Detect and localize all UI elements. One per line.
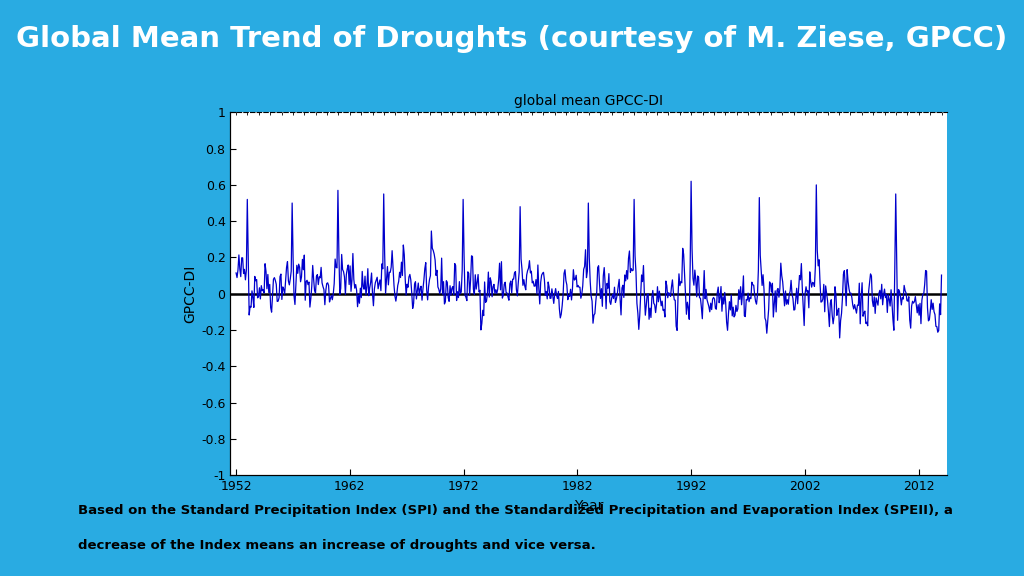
Y-axis label: GPCC-DI: GPCC-DI bbox=[183, 264, 197, 323]
X-axis label: Year: Year bbox=[574, 499, 603, 513]
Text: decrease of the Index means an increase of droughts and vice versa.: decrease of the Index means an increase … bbox=[78, 539, 596, 552]
Text: Global Mean Trend of Droughts (courtesy of M. Ziese, GPCC): Global Mean Trend of Droughts (courtesy … bbox=[16, 25, 1008, 53]
Text: Based on the Standard Precipitation Index (SPI) and the Standardized Precipitati: Based on the Standard Precipitation Inde… bbox=[78, 504, 952, 517]
Title: global mean GPCC-DI: global mean GPCC-DI bbox=[514, 94, 664, 108]
